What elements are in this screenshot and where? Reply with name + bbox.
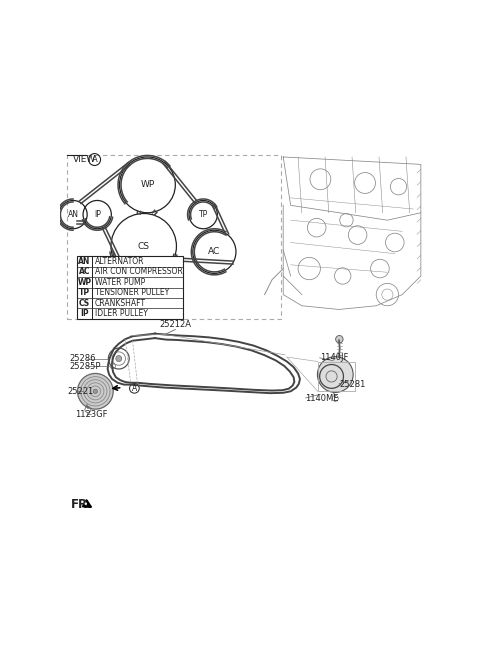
Text: 25286: 25286 bbox=[69, 354, 96, 363]
Circle shape bbox=[116, 355, 122, 361]
Text: 25285P: 25285P bbox=[69, 361, 101, 371]
Text: WATER PUMP: WATER PUMP bbox=[95, 278, 145, 287]
Text: CRANKSHAFT: CRANKSHAFT bbox=[95, 299, 146, 307]
Text: TENSIONER PULLEY: TENSIONER PULLEY bbox=[95, 288, 169, 297]
Text: A: A bbox=[132, 384, 137, 393]
Text: 25281: 25281 bbox=[340, 380, 366, 389]
Text: 25221: 25221 bbox=[67, 387, 94, 396]
Bar bbox=[67, 155, 281, 319]
Text: WP: WP bbox=[140, 180, 155, 189]
Text: CS: CS bbox=[138, 242, 150, 251]
Text: IP: IP bbox=[94, 210, 101, 219]
Text: TP: TP bbox=[199, 210, 208, 219]
Circle shape bbox=[336, 336, 343, 343]
Circle shape bbox=[77, 373, 113, 409]
Text: AN: AN bbox=[68, 210, 79, 219]
Text: FR.: FR. bbox=[71, 498, 93, 511]
Circle shape bbox=[93, 389, 97, 394]
Bar bbox=[77, 256, 183, 319]
Text: VIEW: VIEW bbox=[73, 155, 96, 164]
Text: 25212A: 25212A bbox=[159, 320, 192, 328]
Text: IDLER PULLEY: IDLER PULLEY bbox=[95, 309, 148, 318]
Text: IP: IP bbox=[80, 309, 89, 318]
Circle shape bbox=[317, 357, 353, 392]
Text: 1140ME: 1140ME bbox=[305, 394, 338, 403]
Text: AC: AC bbox=[208, 247, 220, 256]
Text: WP: WP bbox=[77, 278, 92, 287]
Text: CS: CS bbox=[79, 299, 90, 307]
Text: 1140JF: 1140JF bbox=[320, 353, 348, 361]
Text: AC: AC bbox=[79, 267, 90, 277]
Text: A: A bbox=[92, 155, 97, 164]
Text: AN: AN bbox=[78, 257, 91, 266]
Text: TP: TP bbox=[79, 288, 90, 297]
Text: ALTERNATOR: ALTERNATOR bbox=[95, 257, 144, 266]
Text: 1123GF: 1123GF bbox=[75, 410, 108, 419]
Text: AIR CON COMPRESSOR: AIR CON COMPRESSOR bbox=[95, 267, 183, 277]
Bar bbox=[318, 361, 355, 392]
